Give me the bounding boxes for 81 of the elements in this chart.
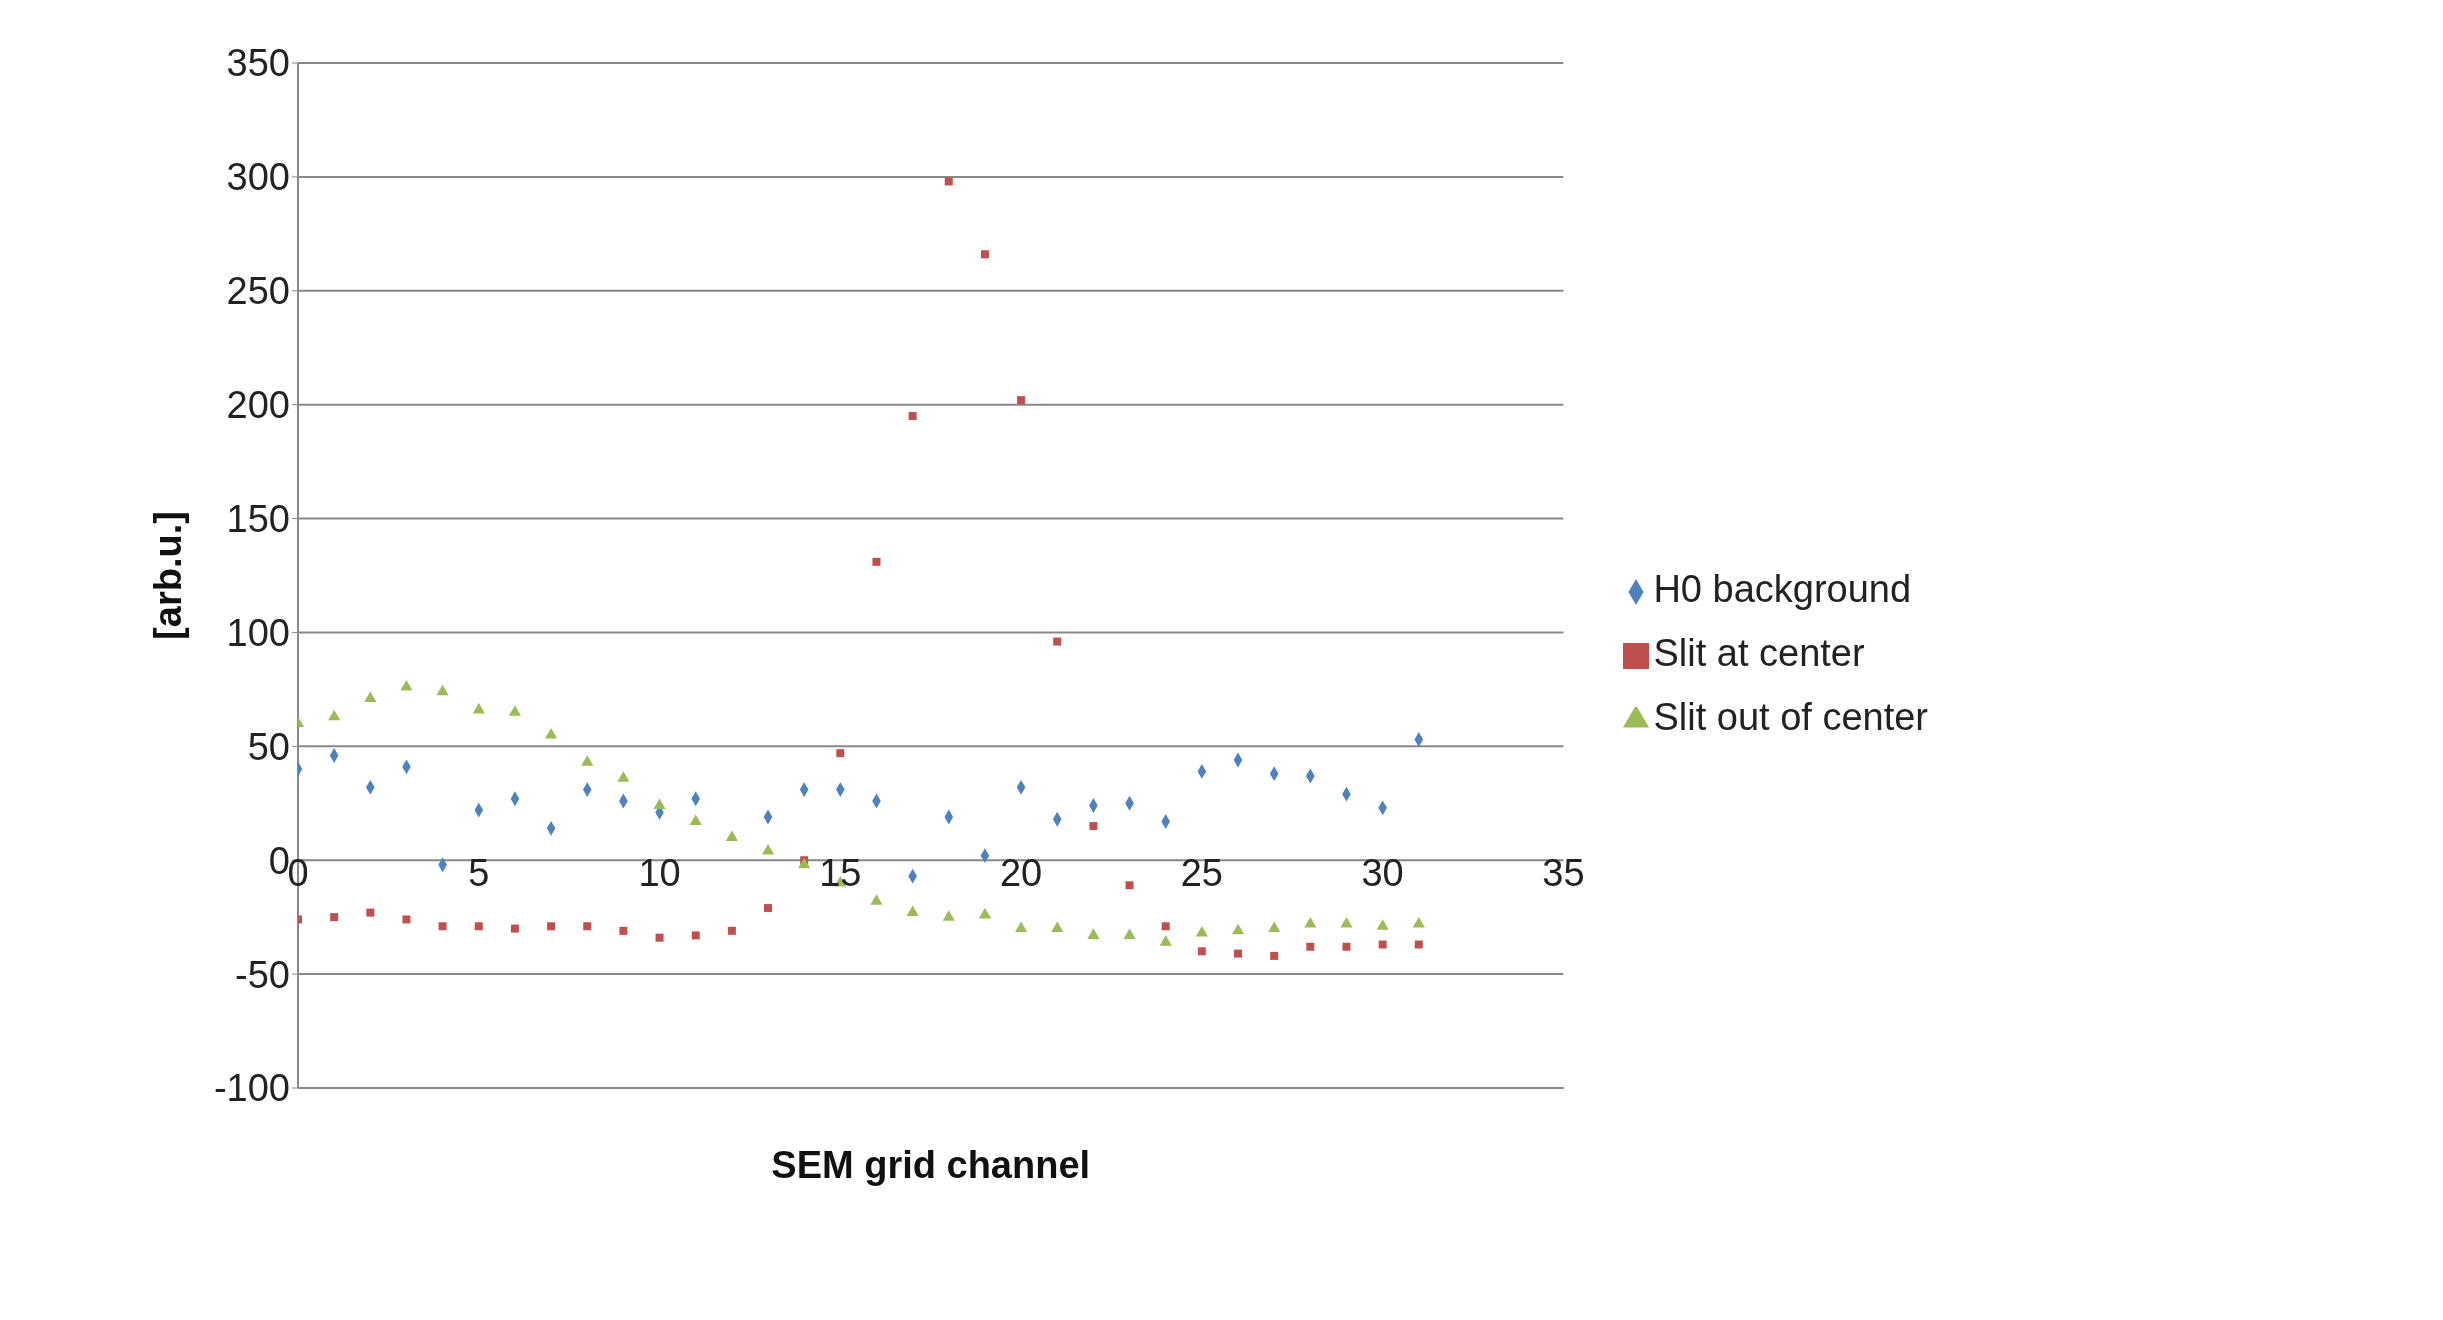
point xyxy=(764,904,773,913)
point xyxy=(583,922,592,931)
legend-label: Slit out of center xyxy=(1653,696,1928,738)
point xyxy=(330,913,339,922)
point xyxy=(944,177,953,186)
point xyxy=(436,684,449,696)
point xyxy=(1087,928,1100,939)
point xyxy=(1412,916,1425,928)
point xyxy=(508,705,522,716)
point xyxy=(870,894,883,905)
point xyxy=(1015,921,1028,933)
y-tick-label: 150 xyxy=(226,498,290,541)
point xyxy=(1270,951,1279,960)
x-tick-label: 35 xyxy=(1542,852,1585,894)
point xyxy=(1378,940,1387,949)
legend-label: H0 background xyxy=(1653,568,1912,610)
y-tick-label: 200 xyxy=(226,384,290,427)
y-tick-label: 100 xyxy=(226,611,290,654)
point xyxy=(1195,926,1208,937)
point xyxy=(364,691,377,703)
x-axis-title: SEM grid channel xyxy=(771,1144,1091,1186)
y-tick-label: 300 xyxy=(226,156,290,199)
x-tick-label: 30 xyxy=(1361,852,1404,894)
y-tick-label: -50 xyxy=(235,953,290,996)
point xyxy=(402,915,411,924)
point xyxy=(619,926,628,935)
x-tick-label: 10 xyxy=(638,852,681,894)
x-tick-label: 15 xyxy=(819,852,862,894)
point xyxy=(1123,928,1136,939)
point xyxy=(725,830,738,841)
point xyxy=(474,922,483,931)
x-tick-label: 5 xyxy=(468,852,490,894)
point xyxy=(655,933,664,942)
point xyxy=(581,755,594,766)
point xyxy=(872,557,881,566)
point xyxy=(691,931,700,940)
x-tick-label: 25 xyxy=(1180,852,1223,894)
point xyxy=(1051,921,1064,933)
point xyxy=(908,412,917,421)
point xyxy=(978,907,992,919)
point xyxy=(1342,942,1351,951)
point xyxy=(761,844,775,855)
point xyxy=(942,910,955,921)
point xyxy=(328,709,341,721)
point xyxy=(438,922,447,931)
point xyxy=(1053,637,1062,646)
point xyxy=(547,922,556,931)
point xyxy=(906,905,919,917)
point xyxy=(798,857,811,869)
point xyxy=(653,798,666,810)
point xyxy=(1234,949,1243,958)
y-tick-label: 50 xyxy=(247,725,290,768)
point xyxy=(366,908,375,917)
y-tick-label: -100 xyxy=(213,1067,290,1110)
point xyxy=(980,250,989,259)
point xyxy=(689,814,702,826)
point xyxy=(1414,940,1423,949)
legend-label: Slit at center xyxy=(1653,632,1865,674)
point xyxy=(727,926,736,935)
point xyxy=(1268,921,1281,933)
point xyxy=(1161,922,1170,931)
point xyxy=(836,749,845,758)
point xyxy=(1089,822,1098,831)
point xyxy=(617,771,630,782)
point xyxy=(545,727,558,739)
point xyxy=(1304,916,1317,928)
point xyxy=(400,680,413,691)
point xyxy=(1125,881,1134,890)
y-axis-title: [arb.u.] xyxy=(147,511,190,640)
point xyxy=(1197,947,1206,956)
x-tick-label: 20 xyxy=(999,852,1043,894)
point xyxy=(1340,916,1353,928)
point xyxy=(1306,942,1315,951)
y-tick-label: 250 xyxy=(226,270,290,313)
point xyxy=(1376,919,1389,930)
point xyxy=(472,702,485,714)
point xyxy=(1231,923,1245,935)
y-tick-label: 350 xyxy=(226,42,290,85)
point xyxy=(1017,396,1026,405)
point xyxy=(510,924,519,933)
point xyxy=(1159,935,1172,946)
